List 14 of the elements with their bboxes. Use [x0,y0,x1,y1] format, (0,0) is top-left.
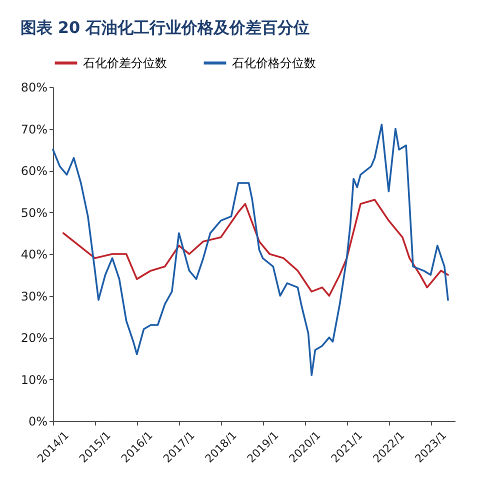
y-tick-label: 10% [20,372,48,387]
y-tick-label: 30% [20,289,48,304]
legend-label: 石化价格分位数 [232,56,316,70]
y-tick-label: 0% [28,414,48,428]
legend-label: 石化价差分位数 [83,56,167,70]
y-tick-label: 70% [20,122,48,136]
y-tick-label: 40% [20,248,48,262]
line-series [52,124,449,376]
chart-title: 图表 20 石油化工行业价格及价差百分位 [20,18,310,37]
y-tick-label: 80% [20,80,48,94]
y-tick-label: 50% [20,206,48,220]
y-tick-label: 20% [20,331,48,345]
y-tick-label: 60% [20,164,48,178]
line-series [62,198,449,297]
